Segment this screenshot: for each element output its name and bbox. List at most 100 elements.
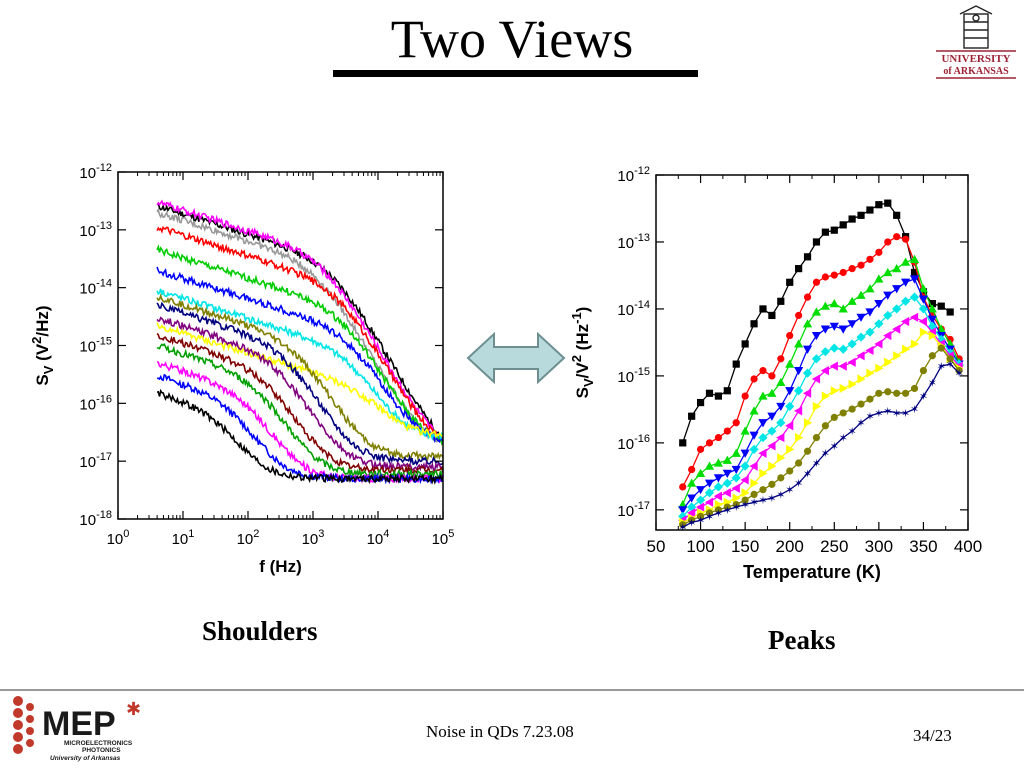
data-point	[847, 320, 857, 329]
data-point	[795, 459, 803, 467]
data-point	[714, 392, 722, 400]
data-point: ✶	[776, 489, 785, 501]
data-point	[803, 293, 812, 301]
y-tick-label: 10-13	[79, 220, 112, 240]
peaks-chart: ✶ ✶ ✶ ✶ ✶ ✶ ✶ ✶ ✶ ✶ ✶ ✶ ✶✶✶✶✶✶✶✶✶✶ ✶ ✶ ✶ ✶ ✶✶✶✶ ✶✶50 100 150…	[569, 165, 982, 582]
x-tick-label: 102	[237, 528, 260, 548]
y-tick-label: 10-16	[617, 433, 650, 453]
data-point	[830, 271, 838, 279]
data-point	[741, 392, 749, 400]
data-point: ✶	[821, 448, 830, 460]
spectrum-line	[156, 201, 444, 438]
title-underline	[333, 70, 698, 77]
series-line	[682, 316, 960, 521]
data-point	[874, 339, 883, 349]
data-point	[759, 486, 767, 494]
data-point	[829, 322, 839, 331]
data-point	[713, 458, 723, 467]
x-tick-label: 104	[367, 528, 390, 548]
data-point	[705, 389, 714, 397]
footer-divider	[0, 689, 1024, 691]
data-point	[866, 255, 874, 263]
y-tick-label: 10-17	[617, 500, 650, 520]
x-tick-label: 101	[172, 528, 195, 548]
data-point	[883, 330, 892, 341]
data-point	[946, 308, 954, 316]
mep-line-university: University of Arkansas	[50, 755, 121, 762]
data-point	[883, 267, 893, 277]
data-point	[910, 384, 919, 393]
data-point	[839, 409, 847, 417]
y-tick-label: 10-17	[79, 451, 112, 471]
data-point	[865, 284, 875, 293]
data-point	[731, 448, 741, 457]
logo-university-text: UNIVERSITY	[941, 53, 1010, 65]
data-point	[795, 432, 804, 443]
data-point	[902, 389, 910, 397]
mep-line-microelectronics: MICROELECTRONICS	[64, 740, 133, 747]
x-tick-label: 105	[432, 528, 455, 548]
data-point	[909, 312, 919, 322]
data-point	[794, 367, 804, 376]
data-point	[704, 461, 715, 470]
data-point	[731, 483, 740, 493]
data-point	[874, 319, 884, 329]
data-point	[909, 292, 920, 302]
data-point	[829, 299, 839, 308]
data-point	[794, 339, 804, 348]
data-point	[866, 206, 874, 214]
data-point	[759, 367, 767, 375]
data-point	[722, 469, 732, 479]
data-point	[811, 374, 821, 384]
data-point	[740, 475, 749, 485]
data-point	[811, 331, 822, 341]
data-point	[803, 253, 812, 261]
data-point	[945, 348, 955, 358]
y-tick-label: 10-15	[79, 336, 112, 356]
y-tick-label: 10-12	[617, 165, 650, 185]
data-point	[786, 444, 795, 454]
data-point	[767, 388, 777, 397]
data-point: ✶	[714, 508, 723, 520]
spectrum-line	[156, 225, 444, 443]
data-point: ✶	[767, 493, 776, 505]
data-point	[777, 474, 785, 482]
data-point	[705, 439, 714, 447]
x-tick-label: 50	[647, 537, 666, 556]
spectrum-line	[156, 333, 444, 476]
double-arrow-icon	[466, 331, 566, 385]
data-point	[874, 274, 884, 283]
data-point: ✶	[732, 502, 741, 514]
data-point	[687, 494, 697, 503]
data-point	[856, 313, 866, 322]
mep-text: MEP	[42, 705, 116, 743]
x-tick-label: 103	[302, 528, 325, 548]
data-point	[704, 479, 715, 488]
y-tick-label: 10-13	[617, 232, 650, 252]
data-point	[857, 374, 866, 384]
data-point: ✶	[919, 391, 928, 403]
data-point: ✶	[785, 485, 794, 497]
university-logo: UNIVERSITY of ARKANSAS	[936, 5, 1016, 79]
x-tick-label: 100	[686, 537, 714, 556]
data-point	[695, 468, 706, 478]
data-point: ✶	[848, 426, 857, 438]
data-point	[758, 432, 768, 443]
data-point	[722, 488, 731, 498]
data-point	[901, 257, 911, 266]
data-point	[777, 453, 786, 463]
data-point	[776, 402, 786, 412]
data-point	[856, 351, 865, 361]
logo-arkansas-text: of ARKANSAS	[943, 66, 1009, 77]
y-tick-label: 10-14	[79, 278, 112, 298]
data-point	[820, 366, 829, 376]
x-tick-label: 250	[820, 537, 848, 556]
data-point	[893, 351, 902, 361]
data-point: ✶	[678, 522, 687, 534]
shoulders-caption: Shoulders	[202, 616, 318, 646]
data-point	[866, 368, 875, 378]
data-point	[785, 421, 794, 431]
data-point	[723, 387, 731, 395]
data-point	[839, 383, 848, 394]
temperature-series	[679, 344, 963, 529]
